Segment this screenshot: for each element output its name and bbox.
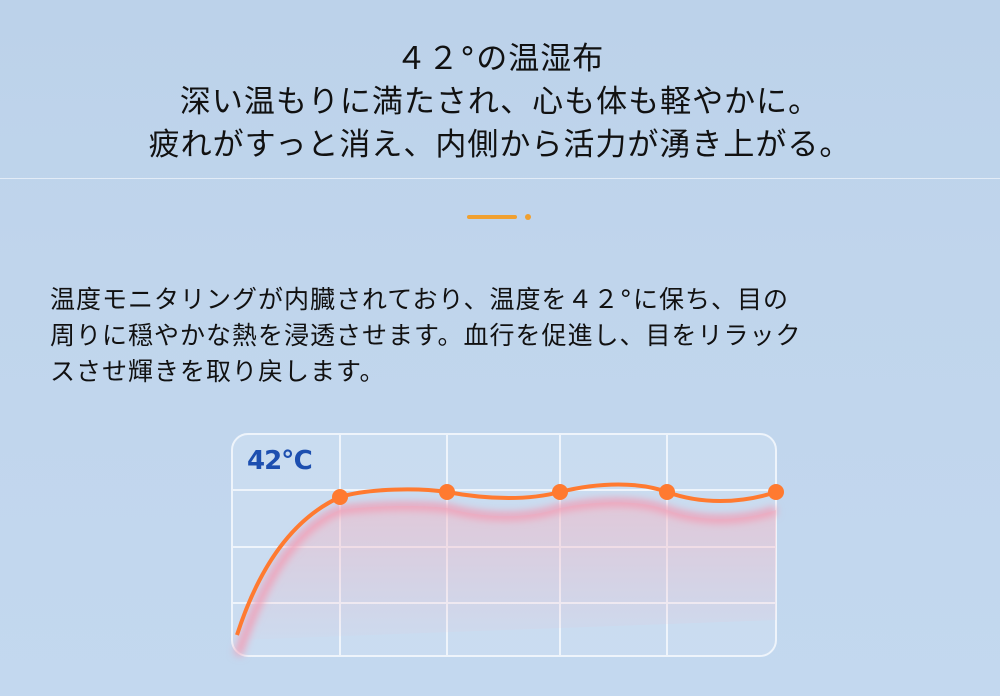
chart-glow-area [238,502,776,655]
accent-dot [525,214,531,220]
chart-point [332,489,348,505]
title-line: ４２°の温湿布 [395,41,605,77]
header-title: ４２°の温湿布 深い温もりに満たされ、心も体も軽やかに。 疲れがすっと消え、内側… [0,38,1000,167]
title-line: 疲れがすっと消え、内側から活力が湧き上がる。 [148,127,852,163]
temperature-label: 42℃ [247,446,313,476]
chart-point [552,484,568,500]
chart-points [332,484,784,505]
chart-point [768,484,784,500]
description-line: スさせ輝きを取り戻します。 [50,357,386,386]
chart-line-shadow [234,498,778,657]
accent-dash [467,215,517,219]
title-line: 深い温もりに満たされ、心も体も軽やかに。 [179,84,821,120]
description: 温度モニタリングが内臓されており、温度を４２°に保ち、目の 周りに穏やかな熱を浸… [50,282,960,390]
description-line: 周りに穏やかな熱を浸透させます。血行を促進し、目をリラック [50,321,802,350]
divider [0,178,1000,179]
chart-point [439,484,455,500]
description-line: 温度モニタリングが内臓されており、温度を４２°に保ち、目の [50,285,790,314]
chart-point [659,484,675,500]
